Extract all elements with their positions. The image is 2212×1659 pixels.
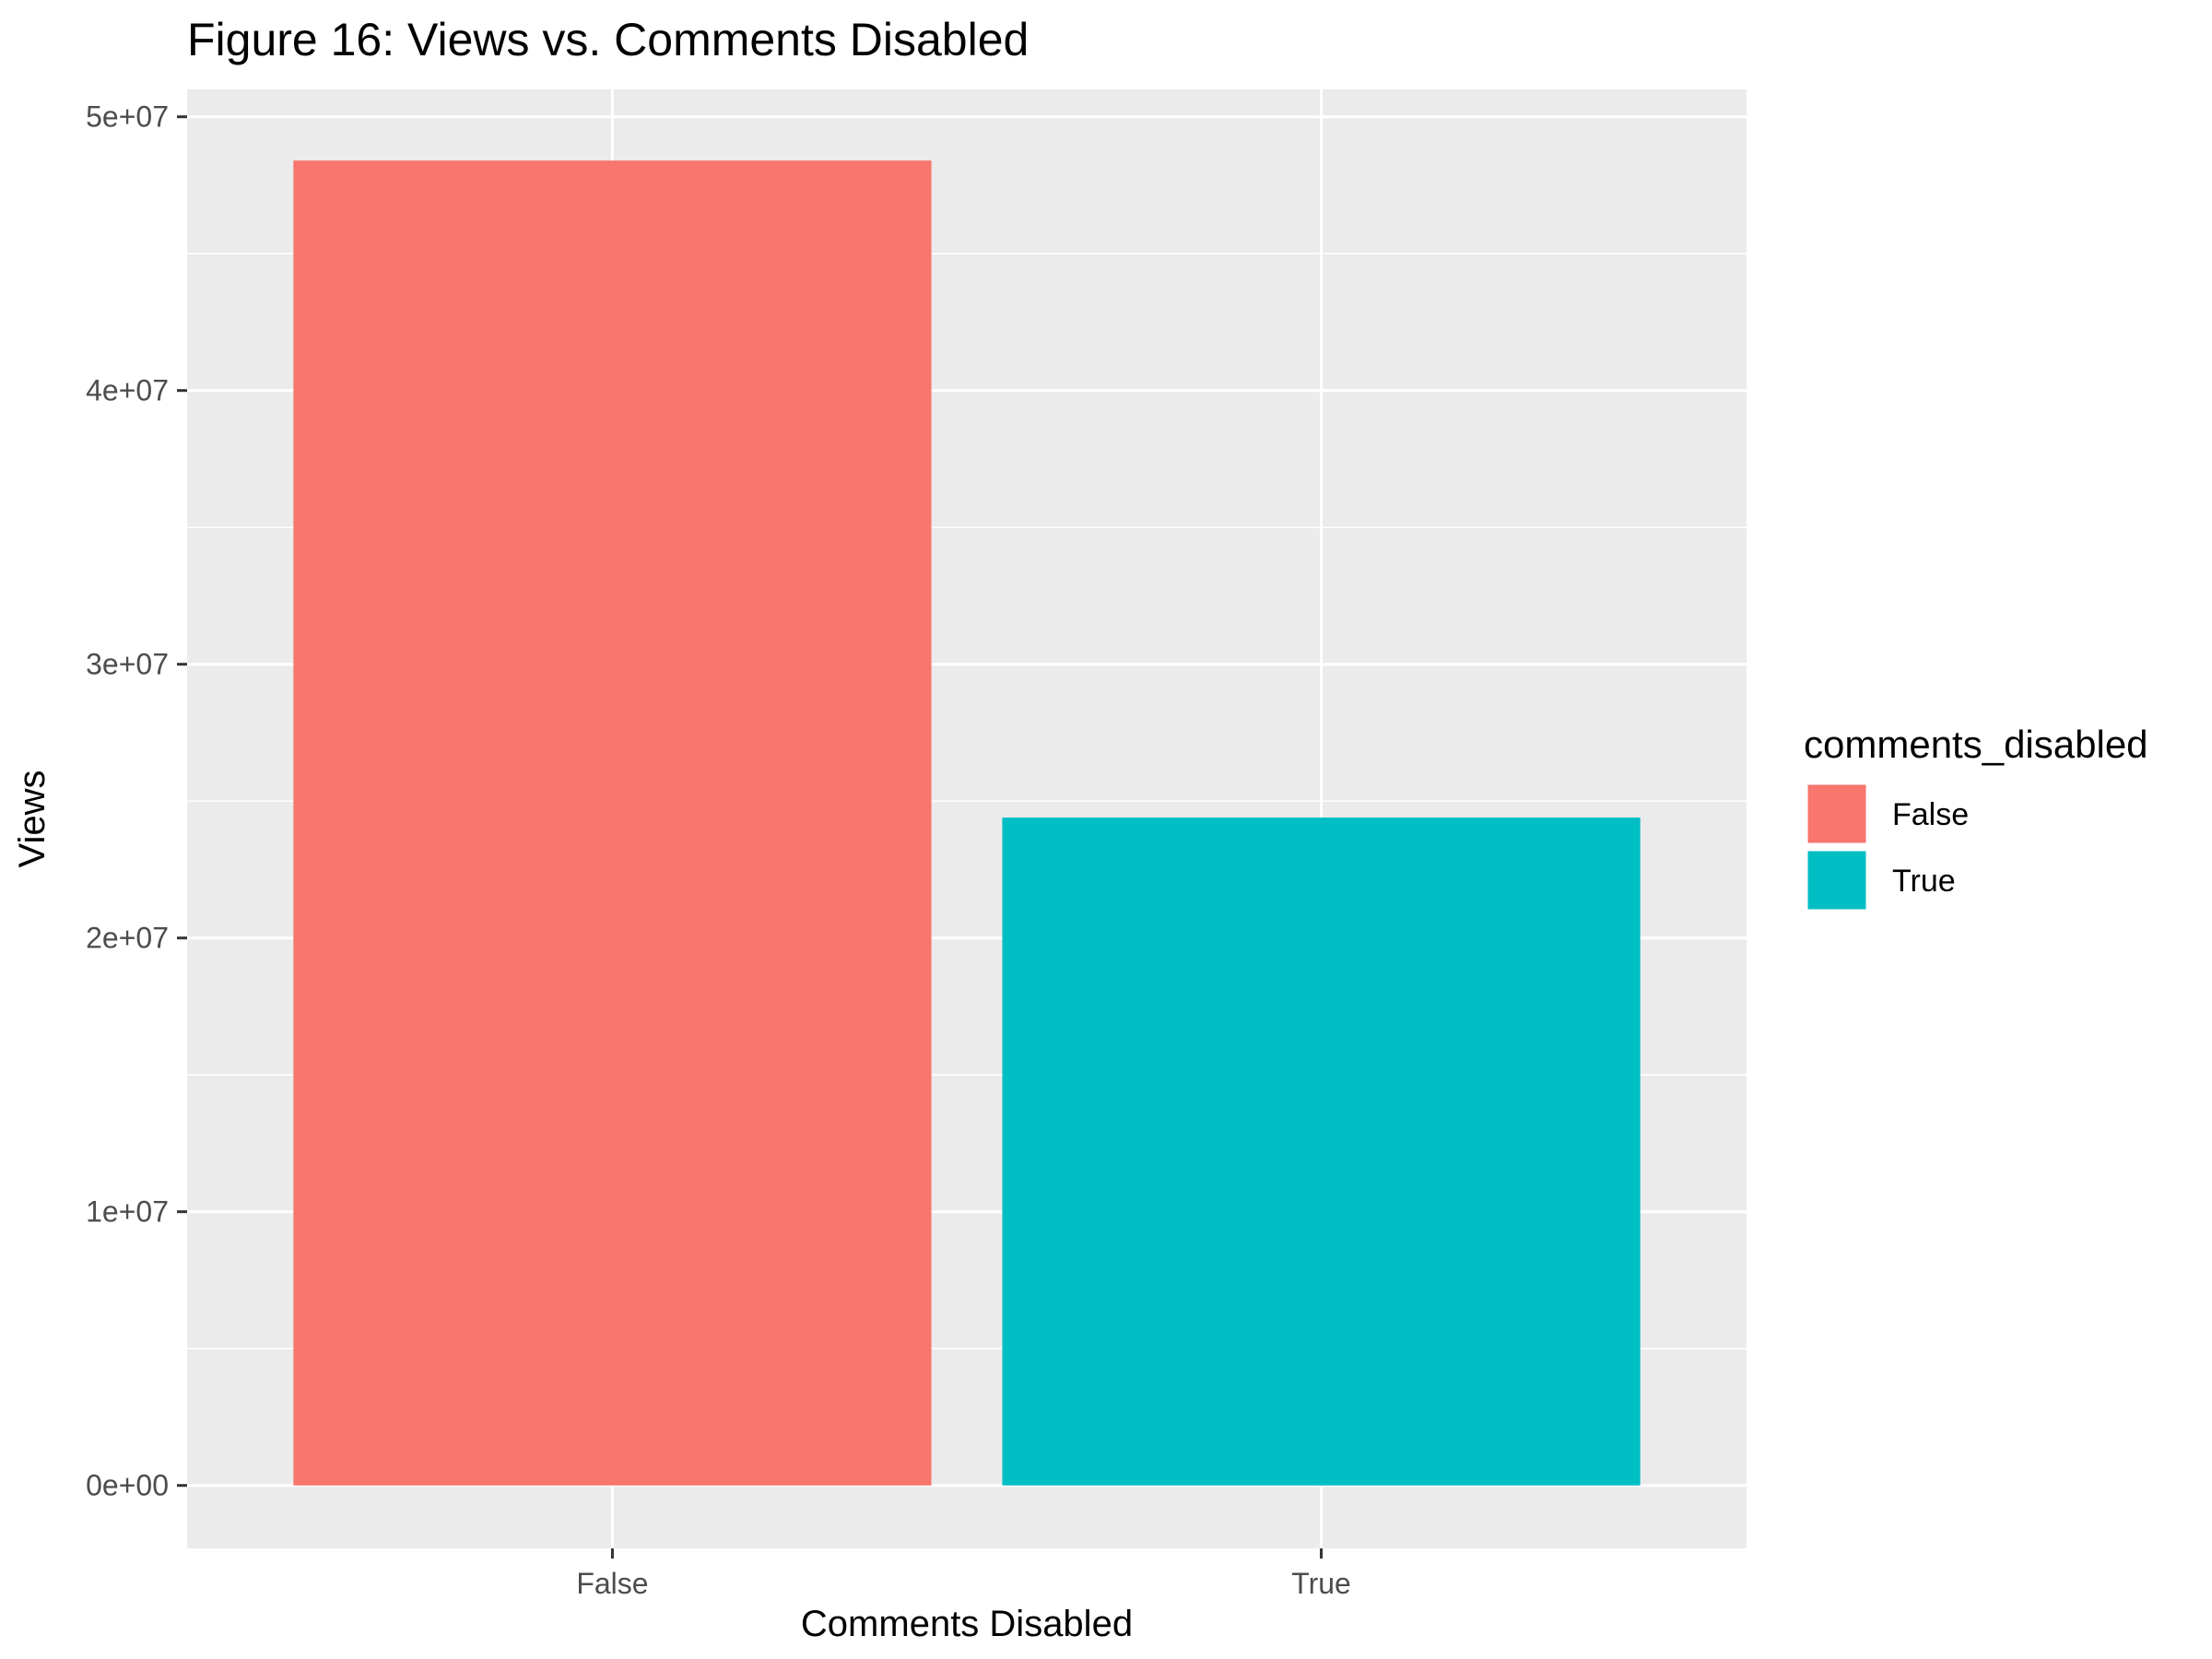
- x-axis-title: Comments Disabled: [801, 1604, 1133, 1644]
- bar-false: [293, 160, 932, 1486]
- y-tick-label: 3e+07: [86, 648, 169, 681]
- y-tick-label: 1e+07: [86, 1195, 169, 1229]
- legend-label-false: False: [1892, 797, 1969, 832]
- axes: 0e+00 1e+07 2e+07 3e+07 4e+07 5e+07 False True: [86, 100, 1351, 1600]
- y-tick-label: 0e+00: [86, 1469, 169, 1502]
- legend-key-true: [1805, 848, 1869, 912]
- y-tick-label: 5e+07: [86, 100, 169, 134]
- legend: comments_disabled False True: [1804, 723, 2148, 912]
- x-tick-label: True: [1291, 1567, 1351, 1600]
- bar-true: [1002, 818, 1641, 1486]
- chart-title: Figure 16: Views vs. Comments Disabled: [187, 14, 1029, 65]
- y-tick-label: 2e+07: [86, 922, 169, 955]
- legend-title: comments_disabled: [1804, 723, 2148, 766]
- x-tick-label: False: [576, 1567, 648, 1600]
- bars: [293, 160, 1641, 1486]
- legend-key-false: [1805, 782, 1869, 846]
- y-axis-title: Views: [12, 771, 53, 868]
- legend-label-true: True: [1892, 864, 1956, 899]
- y-tick-label: 4e+07: [86, 374, 169, 407]
